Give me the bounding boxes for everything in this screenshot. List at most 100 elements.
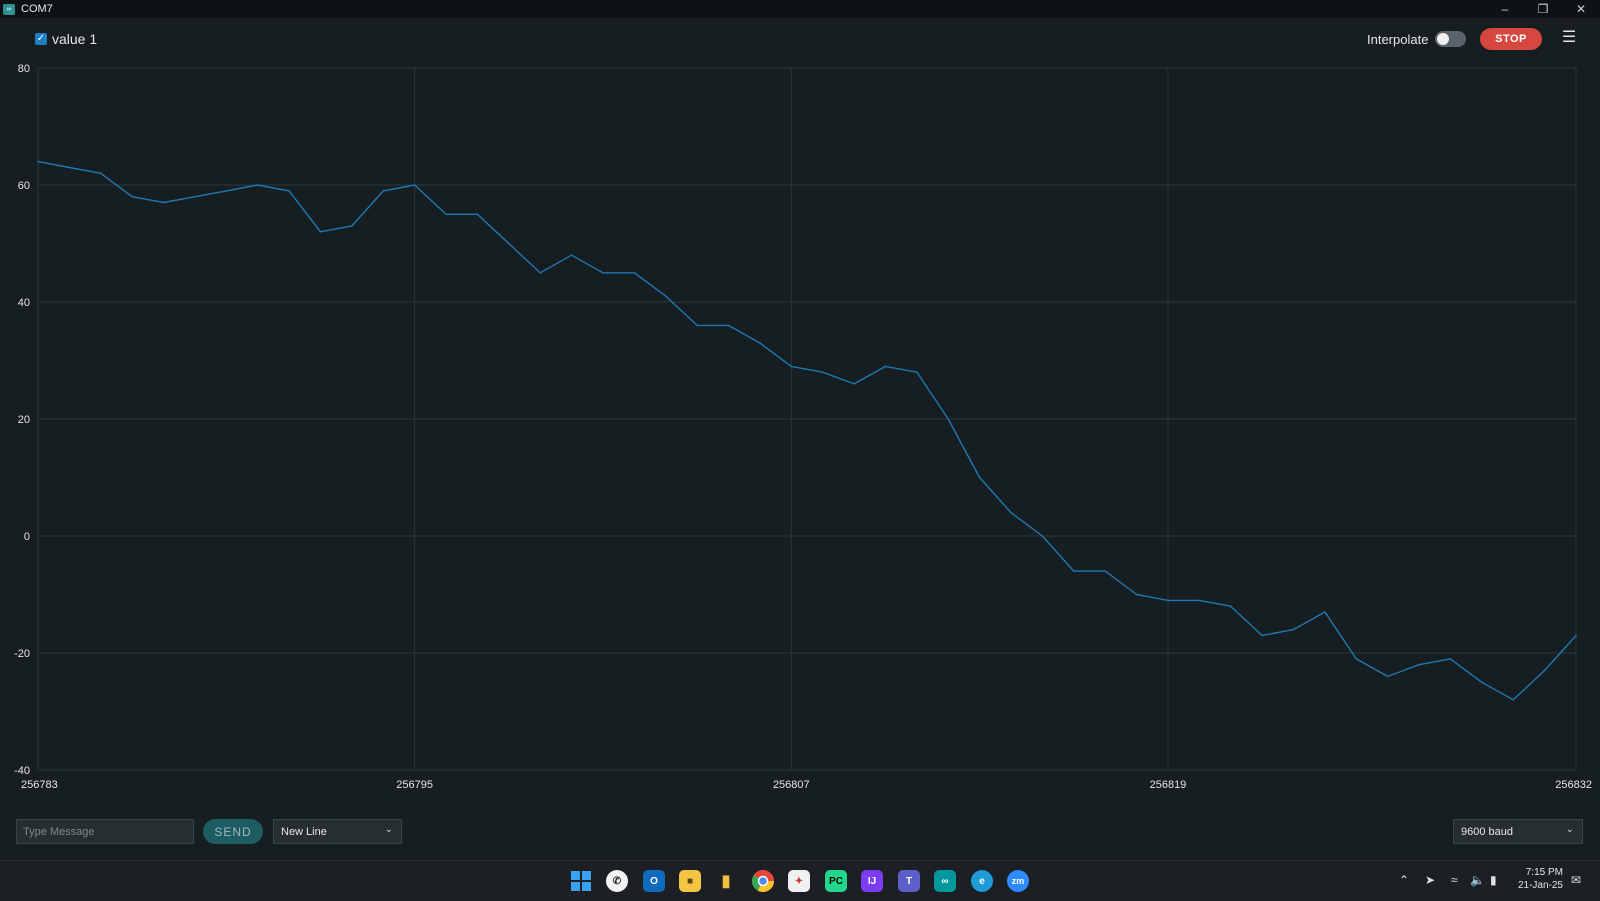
chevron-up-icon[interactable]: ⌃ (1399, 873, 1410, 887)
x-tick-label: 256832 (1555, 779, 1592, 791)
data-point (225, 190, 228, 192)
data-point (1575, 634, 1577, 637)
title-bar: ∞ COM7 – ❐ ✕ (0, 0, 1600, 18)
data-point (1512, 699, 1515, 701)
data-point (1355, 658, 1358, 660)
data-point (884, 365, 887, 368)
data-point (37, 160, 39, 163)
outlook-icon[interactable]: O (643, 870, 665, 892)
data-point (476, 213, 479, 216)
edge-icon[interactable]: e (971, 870, 993, 892)
data-point (978, 476, 981, 479)
wifi-icon[interactable]: ≈ (1451, 873, 1458, 887)
stop-button[interactable]: STOP (1480, 28, 1542, 50)
y-tick-label: -40 (14, 765, 30, 777)
pycharm-icon[interactable]: PC (825, 870, 847, 892)
plot-area: 80 60 40 20 0 -20 -40 256783 256795 256807 256819 2… (14, 63, 1592, 791)
data-point (1543, 669, 1546, 672)
data-point (288, 190, 290, 192)
minimize-icon[interactable]: – (1501, 2, 1509, 16)
y-tick-label: 60 (18, 180, 30, 192)
file-explorer-icon[interactable]: ■ (679, 870, 701, 892)
teams-icon[interactable]: T (898, 870, 920, 892)
data-point (1386, 675, 1389, 678)
data-point (131, 195, 133, 198)
baud-value: 9600 baud (1461, 825, 1513, 838)
data-point (570, 254, 573, 256)
data-point (821, 371, 824, 374)
data-point (1324, 611, 1326, 613)
data-point (1229, 605, 1232, 607)
line-ending-value: New Line (281, 825, 327, 838)
y-tick-label: 40 (18, 297, 30, 309)
line-ending-select[interactable]: New Line ⌄ (273, 819, 402, 844)
location-icon[interactable]: ➤ (1425, 873, 1436, 887)
data-point (382, 190, 385, 192)
data-point (759, 342, 761, 344)
battery-icon[interactable]: ▮ (1490, 873, 1497, 887)
window-controls: – ❐ ✕ (1486, 0, 1600, 18)
x-tick-label: 256819 (1150, 779, 1187, 791)
series-line-value-1 (37, 160, 1577, 701)
data-point (1198, 599, 1201, 602)
data-point (1041, 535, 1044, 537)
list-menu-icon[interactable]: ☰ (1561, 29, 1577, 46)
message-input[interactable] (16, 819, 194, 844)
y-tick-label: -20 (14, 648, 30, 660)
interpolate-label: Interpolate (1367, 32, 1429, 47)
data-point (664, 295, 667, 297)
data-point (68, 166, 71, 169)
y-tick-label: 20 (18, 414, 30, 426)
data-point (1481, 681, 1483, 684)
windows-start-icon[interactable] (570, 870, 592, 892)
data-point (1104, 570, 1106, 572)
notification-icon[interactable]: ✉ (1571, 873, 1582, 887)
data-point (947, 418, 950, 420)
chevron-down-icon: ⌄ (384, 824, 393, 835)
intellij-icon[interactable]: IJ (861, 870, 883, 892)
data-point (99, 172, 102, 175)
data-point (1167, 599, 1169, 602)
data-point (853, 383, 855, 385)
files-icon[interactable]: ▮ (721, 873, 731, 890)
zoom-icon[interactable]: zm (1007, 870, 1029, 892)
mute-icon[interactable]: 🔈 (1470, 873, 1485, 887)
data-point (413, 184, 416, 186)
data-point (696, 324, 698, 327)
y-tick-label: 80 (18, 63, 30, 75)
taskbar: ✆ O ■ ▮ ✦ PC IJ T ∞ e zm ⌃ ➤ ≈ 🔈 ▮ 7:15 … (0, 860, 1600, 901)
send-button[interactable]: SEND (203, 819, 263, 844)
clock[interactable]: 7:15 PM 21-Jan-25 (1513, 866, 1563, 892)
series-legend[interactable]: ✓ value 1 (35, 31, 97, 47)
whatsapp-icon[interactable]: ✆ (606, 870, 628, 892)
series-label: value 1 (52, 31, 98, 47)
toggle-knob (1437, 33, 1449, 45)
clock-date: 21-Jan-25 (1517, 880, 1563, 891)
chrome-icon[interactable] (752, 870, 774, 892)
data-point (539, 271, 542, 274)
data-point (916, 371, 918, 374)
baud-select[interactable]: 9600 baud ⌄ (1453, 819, 1583, 844)
data-point (1418, 663, 1420, 666)
data-point (633, 271, 636, 274)
x-tick-label: 256795 (396, 779, 433, 791)
data-point (1072, 570, 1075, 572)
data-point (508, 242, 510, 245)
data-point (1261, 634, 1263, 637)
y-tick-label: 0 (24, 531, 30, 543)
data-point (1010, 511, 1012, 514)
arduino-icon[interactable]: ∞ (934, 870, 956, 892)
app-icon[interactable]: ✦ (788, 870, 810, 892)
series-checkbox[interactable]: ✓ (35, 33, 47, 45)
x-tick-label: 256783 (21, 779, 58, 791)
data-point (602, 271, 604, 274)
close-icon[interactable]: ✕ (1575, 2, 1587, 16)
x-tick-label: 256807 (773, 779, 810, 791)
restore-icon[interactable]: ❐ (1537, 2, 1549, 16)
data-point (194, 195, 196, 198)
data-point (445, 213, 447, 216)
interpolate-toggle[interactable] (1435, 31, 1466, 47)
data-point (319, 231, 322, 233)
arduino-icon: ∞ (3, 3, 15, 15)
data-point (790, 365, 793, 368)
